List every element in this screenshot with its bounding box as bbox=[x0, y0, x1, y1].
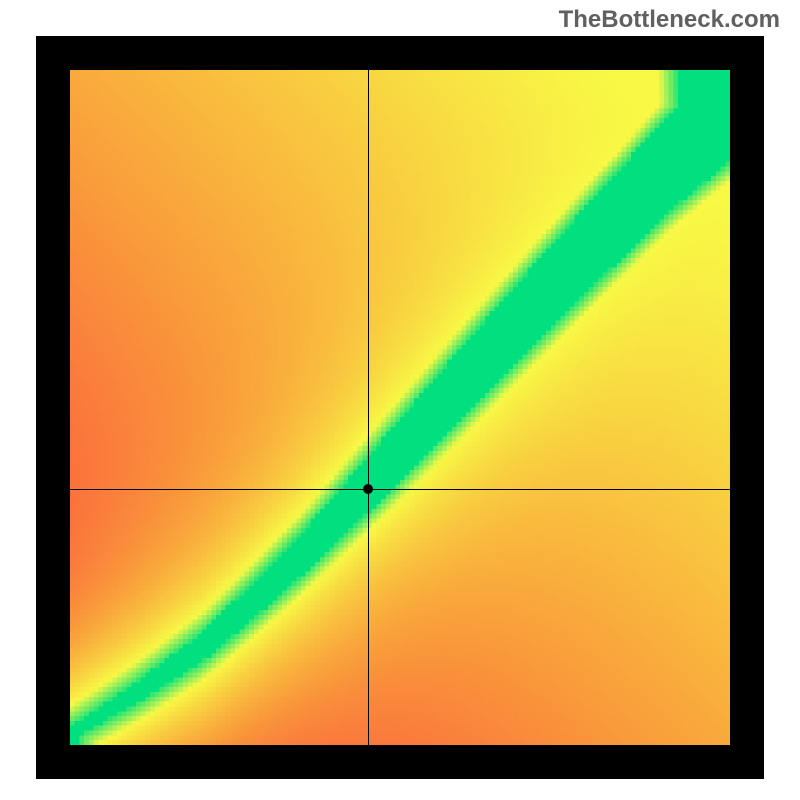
marker-point bbox=[363, 484, 373, 494]
chart-container: TheBottleneck.com bbox=[0, 0, 800, 800]
crosshair-horizontal bbox=[70, 489, 730, 490]
watermark-text: TheBottleneck.com bbox=[559, 6, 780, 34]
crosshair-vertical bbox=[368, 70, 369, 745]
heatmap-canvas bbox=[70, 70, 730, 745]
chart-frame bbox=[36, 36, 764, 779]
